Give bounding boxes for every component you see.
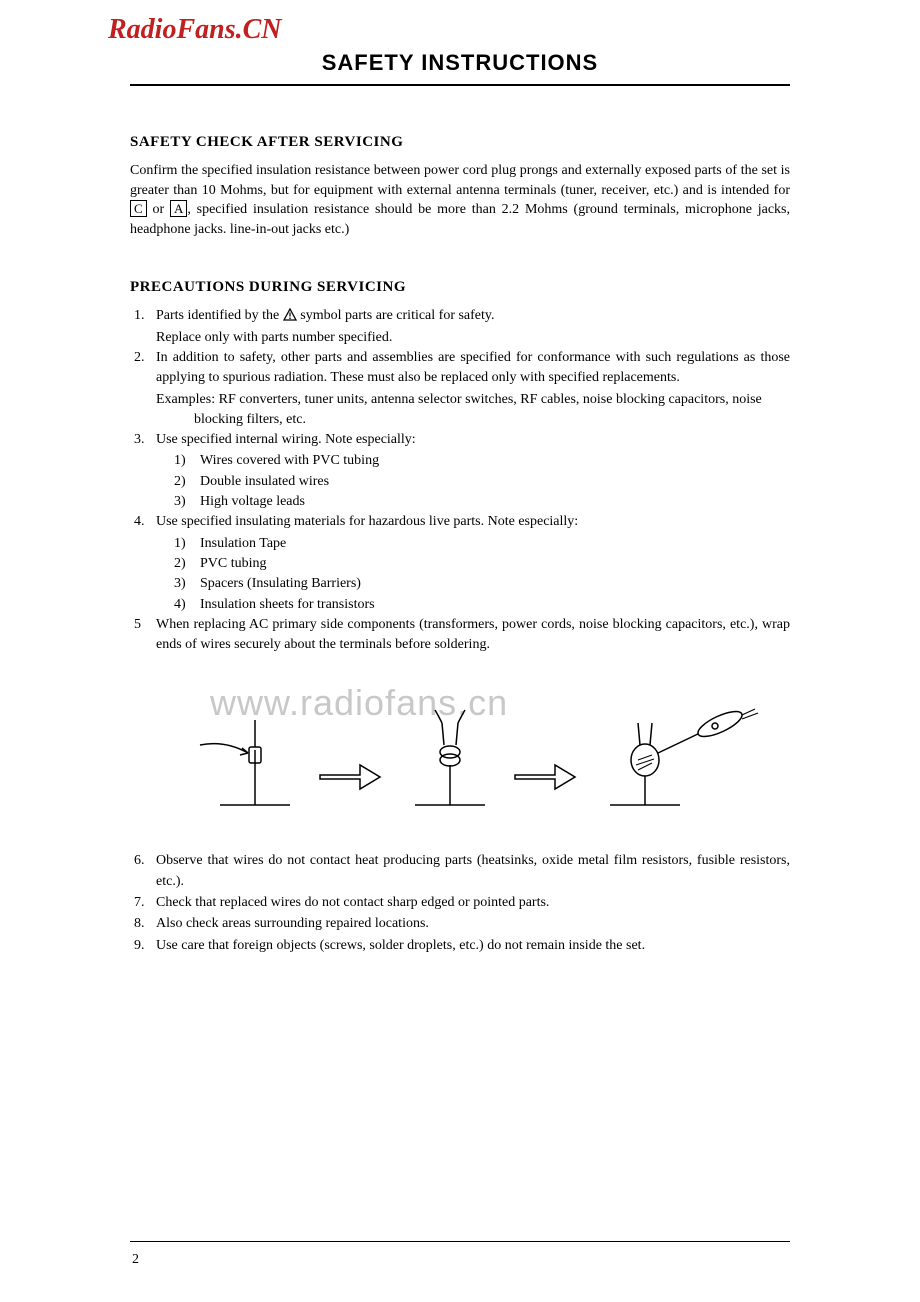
title-rule <box>130 84 790 86</box>
list-item-5: 5 When replacing AC primary side compone… <box>130 615 790 656</box>
footer-rule <box>130 1241 790 1242</box>
boxed-a: A <box>170 200 187 217</box>
precautions-list: 1. Parts identified by the symbol parts … <box>130 306 790 956</box>
sub-list-item: 1)Wires covered with PVC tubing <box>174 451 790 471</box>
list-num: 9. <box>130 936 156 956</box>
list-num: 7. <box>130 893 156 913</box>
item4-sublist: 1)Insulation Tape 2)PVC tubing 3)Spacers… <box>130 534 790 615</box>
section1-text-pre: Confirm the specified insulation resista… <box>130 163 790 198</box>
warning-triangle-icon <box>283 308 297 321</box>
sub-num: 1) <box>174 534 200 554</box>
sub-text: Insulation Tape <box>200 534 286 554</box>
list-item-3: 3. Use specified internal wiring. Note e… <box>130 430 790 450</box>
list-num: 5 <box>130 615 156 656</box>
sub-list-item: 2)PVC tubing <box>174 554 790 574</box>
sub-text: High voltage leads <box>200 492 305 512</box>
boxed-c: C <box>130 200 147 217</box>
item2-examples-cont: blocking filters, etc. <box>130 410 790 430</box>
list-item-2: 2. In addition to safety, other parts an… <box>130 348 790 389</box>
list-num: 2. <box>130 348 156 389</box>
list-item-4: 4. Use specified insulating materials fo… <box>130 512 790 532</box>
list-body: In addition to safety, other parts and a… <box>156 348 790 389</box>
list-body: Observe that wires do not contact heat p… <box>156 851 790 892</box>
page-title: SAFETY INSTRUCTIONS <box>130 50 790 76</box>
list-body: Use specified internal wiring. Note espe… <box>156 430 790 450</box>
section1-heading: SAFETY CHECK AFTER SERVICING <box>130 134 790 151</box>
sub-list-item: 3)Spacers (Insulating Barriers) <box>174 574 790 594</box>
sub-num: 1) <box>174 451 200 471</box>
item1-pre: Parts identified by the <box>156 308 283 323</box>
item1-post: symbol parts are critical for safety. <box>300 308 494 323</box>
section1-text-mid: or <box>147 202 170 217</box>
list-item-7: 7. Check that replaced wires do not cont… <box>130 893 790 913</box>
item3-sublist: 1)Wires covered with PVC tubing 2)Double… <box>130 451 790 512</box>
page-content: SAFETY INSTRUCTIONS SAFETY CHECK AFTER S… <box>0 0 920 956</box>
sub-text: Double insulated wires <box>200 472 329 492</box>
examples-text: RF converters, tuner units, antenna sele… <box>215 392 762 407</box>
examples-label: Examples: <box>156 392 215 407</box>
sub-num: 3) <box>174 574 200 594</box>
section2-heading: PRECAUTIONS DURING SERVICING <box>130 279 790 296</box>
sub-text: Insulation sheets for transistors <box>200 595 375 615</box>
list-body: Parts identified by the symbol parts are… <box>156 306 790 326</box>
sub-text: Wires covered with PVC tubing <box>200 451 379 471</box>
sub-list-item: 1)Insulation Tape <box>174 534 790 554</box>
sub-text: PVC tubing <box>200 554 267 574</box>
item2-examples: Examples: RF converters, tuner units, an… <box>130 390 790 410</box>
list-num: 4. <box>130 512 156 532</box>
page-number: 2 <box>132 1252 139 1268</box>
list-num: 1. <box>130 306 156 326</box>
watermark-top: RadioFans.CN <box>108 14 282 46</box>
soldering-steps-svg <box>180 705 780 825</box>
list-item-8: 8. Also check areas surrounding repaired… <box>130 914 790 934</box>
sub-num: 4) <box>174 595 200 615</box>
list-body: Use care that foreign objects (screws, s… <box>156 936 790 956</box>
sub-num: 2) <box>174 472 200 492</box>
list-body: Also check areas surrounding repaired lo… <box>156 914 790 934</box>
list-num: 8. <box>130 914 156 934</box>
list-item-1: 1. Parts identified by the symbol parts … <box>130 306 790 326</box>
sub-num: 3) <box>174 492 200 512</box>
sub-num: 2) <box>174 554 200 574</box>
sub-list-item: 2)Double insulated wires <box>174 472 790 492</box>
sub-list-item: 3)High voltage leads <box>174 492 790 512</box>
sub-text: Spacers (Insulating Barriers) <box>200 574 361 594</box>
list-body: Check that replaced wires do not contact… <box>156 893 790 913</box>
list-num: 3. <box>130 430 156 450</box>
list-body: When replacing AC primary side component… <box>156 615 790 656</box>
section1-text-post: , specified insulation resistance should… <box>130 202 790 237</box>
sub-list-item: 4)Insulation sheets for transistors <box>174 595 790 615</box>
list-num: 6. <box>130 851 156 892</box>
section1-body: Confirm the specified insulation resista… <box>130 161 790 239</box>
list-body: Use specified insulating materials for h… <box>156 512 790 532</box>
list-item-9: 9. Use care that foreign objects (screws… <box>130 936 790 956</box>
list-item-6: 6. Observe that wires do not contact hea… <box>130 851 790 892</box>
item1-line2: Replace only with parts number specified… <box>130 328 790 348</box>
soldering-diagram: www.radiofans.cn <box>130 667 790 827</box>
